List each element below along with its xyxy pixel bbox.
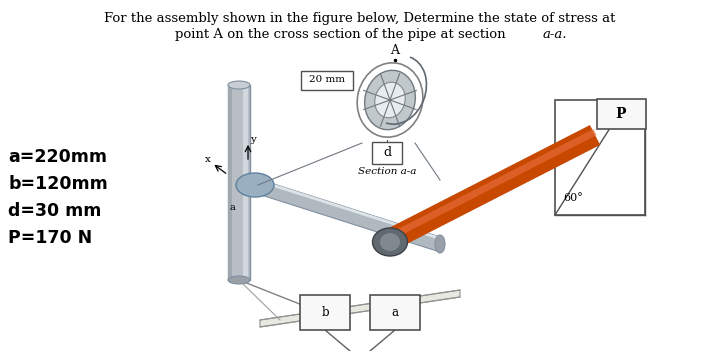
- Ellipse shape: [236, 173, 274, 197]
- Polygon shape: [255, 178, 440, 240]
- Text: For the assembly shown in the figure below, Determine the state of stress at: For the assembly shown in the figure bel…: [104, 12, 616, 25]
- Text: b: b: [321, 306, 329, 319]
- Text: Section a-a: Section a-a: [358, 167, 416, 176]
- Text: a: a: [392, 306, 398, 319]
- Bar: [228, 85, 232, 280]
- Text: 20 mm: 20 mm: [309, 75, 345, 85]
- Bar: [300, 295, 350, 330]
- FancyBboxPatch shape: [301, 71, 353, 90]
- Ellipse shape: [372, 228, 408, 256]
- Text: P=170 N: P=170 N: [8, 229, 92, 247]
- Text: A: A: [390, 44, 400, 57]
- Ellipse shape: [357, 63, 423, 137]
- Text: a=220mm: a=220mm: [8, 148, 107, 166]
- Ellipse shape: [380, 233, 400, 251]
- Text: y: y: [250, 134, 256, 144]
- Text: a: a: [229, 204, 235, 212]
- Ellipse shape: [364, 70, 415, 130]
- Ellipse shape: [228, 81, 250, 89]
- Bar: [243, 85, 248, 280]
- Text: d=30 mm: d=30 mm: [8, 202, 102, 220]
- Text: d: d: [383, 146, 391, 159]
- Ellipse shape: [228, 276, 250, 284]
- Bar: [555, 100, 645, 215]
- Text: b=120mm: b=120mm: [8, 175, 108, 193]
- Bar: [370, 295, 420, 330]
- Ellipse shape: [375, 82, 405, 118]
- Ellipse shape: [435, 235, 445, 253]
- FancyBboxPatch shape: [372, 142, 402, 164]
- Text: 60°: 60°: [563, 193, 582, 203]
- Text: z: z: [267, 178, 272, 186]
- FancyBboxPatch shape: [597, 99, 646, 129]
- Text: P: P: [616, 107, 626, 121]
- Polygon shape: [255, 178, 440, 252]
- Bar: [228, 85, 250, 280]
- Text: point A on the cross section of the pipe at section: point A on the cross section of the pipe…: [175, 28, 510, 41]
- Polygon shape: [260, 290, 460, 327]
- Text: a-a.: a-a.: [543, 28, 567, 41]
- Text: x: x: [205, 155, 211, 165]
